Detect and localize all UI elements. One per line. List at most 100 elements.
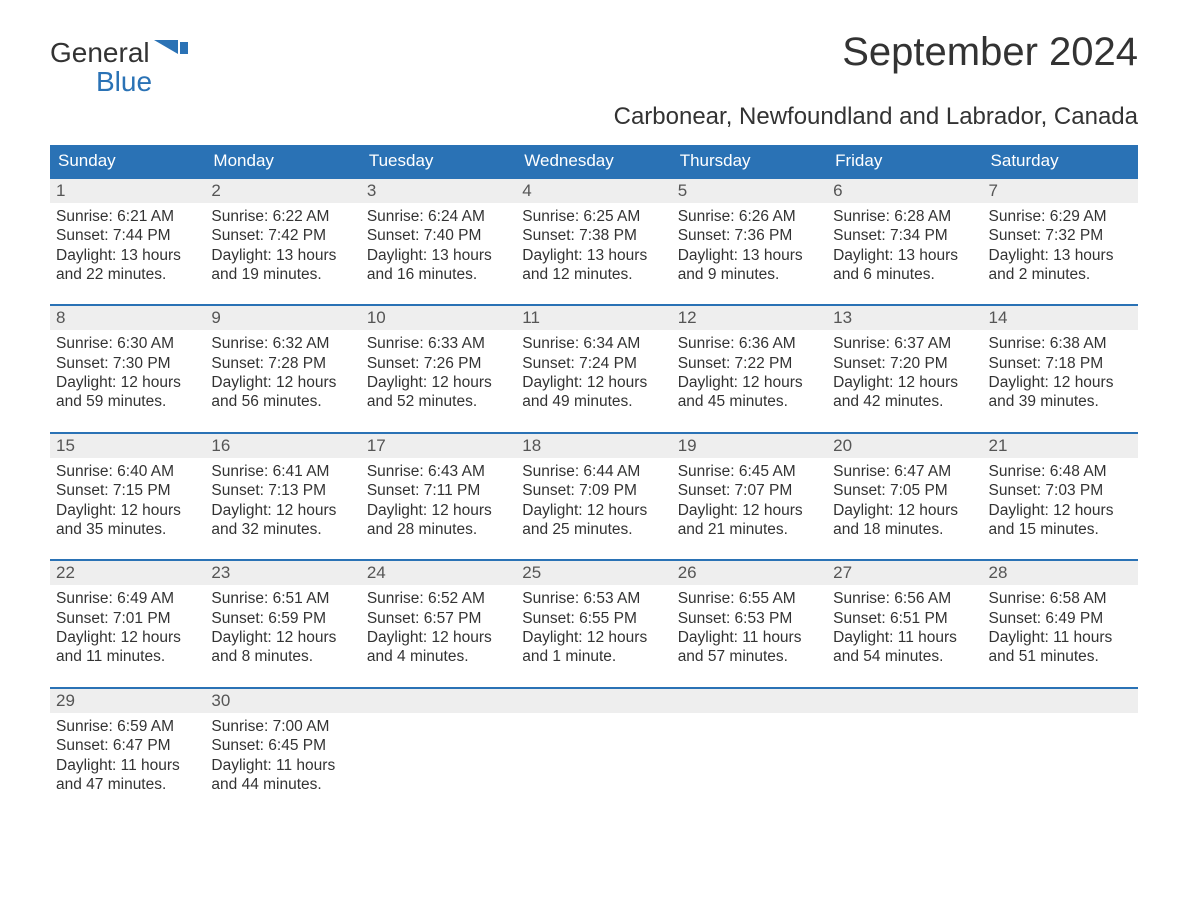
detail-line: Daylight: 13 hours xyxy=(56,246,199,265)
day-details: Sunrise: 6:53 AMSunset: 6:55 PMDaylight:… xyxy=(516,585,671,669)
detail-line: Sunset: 7:20 PM xyxy=(833,354,976,373)
detail-line: Daylight: 12 hours xyxy=(833,501,976,520)
detail-line: and 8 minutes. xyxy=(211,647,354,666)
detail-line: Sunset: 6:47 PM xyxy=(56,736,199,755)
detail-line: Daylight: 13 hours xyxy=(211,246,354,265)
detail-line: and 35 minutes. xyxy=(56,520,199,539)
detail-line: and 21 minutes. xyxy=(678,520,821,539)
day-details: Sunrise: 6:28 AMSunset: 7:34 PMDaylight:… xyxy=(827,203,982,287)
day-number: 11 xyxy=(516,306,671,330)
day-header: Saturday xyxy=(983,145,1138,177)
day-number: 23 xyxy=(205,561,360,585)
week-row: 8Sunrise: 6:30 AMSunset: 7:30 PMDaylight… xyxy=(50,304,1138,414)
day-cell xyxy=(983,689,1138,797)
detail-line: Sunrise: 6:36 AM xyxy=(678,334,821,353)
detail-line: Sunrise: 6:37 AM xyxy=(833,334,976,353)
day-details: Sunrise: 6:43 AMSunset: 7:11 PMDaylight:… xyxy=(361,458,516,542)
day-details: Sunrise: 6:49 AMSunset: 7:01 PMDaylight:… xyxy=(50,585,205,669)
day-header: Thursday xyxy=(672,145,827,177)
detail-line: Sunrise: 6:21 AM xyxy=(56,207,199,226)
day-number: 13 xyxy=(827,306,982,330)
detail-line: Daylight: 12 hours xyxy=(367,628,510,647)
day-header: Friday xyxy=(827,145,982,177)
detail-line: Sunrise: 6:45 AM xyxy=(678,462,821,481)
detail-line: and 32 minutes. xyxy=(211,520,354,539)
detail-line: Sunrise: 6:48 AM xyxy=(989,462,1132,481)
detail-line: and 25 minutes. xyxy=(522,520,665,539)
day-number: 9 xyxy=(205,306,360,330)
detail-line: Sunrise: 6:33 AM xyxy=(367,334,510,353)
day-cell: 11Sunrise: 6:34 AMSunset: 7:24 PMDayligh… xyxy=(516,306,671,414)
detail-line: Sunset: 6:57 PM xyxy=(367,609,510,628)
detail-line: and 11 minutes. xyxy=(56,647,199,666)
day-number: 10 xyxy=(361,306,516,330)
day-cell: 17Sunrise: 6:43 AMSunset: 7:11 PMDayligh… xyxy=(361,434,516,542)
detail-line: Daylight: 12 hours xyxy=(367,373,510,392)
day-details: Sunrise: 6:22 AMSunset: 7:42 PMDaylight:… xyxy=(205,203,360,287)
detail-line: Sunrise: 6:41 AM xyxy=(211,462,354,481)
detail-line: Sunrise: 6:22 AM xyxy=(211,207,354,226)
day-number: 4 xyxy=(516,179,671,203)
detail-line: Daylight: 13 hours xyxy=(989,246,1132,265)
detail-line: Sunset: 7:40 PM xyxy=(367,226,510,245)
detail-line: Sunrise: 6:52 AM xyxy=(367,589,510,608)
detail-line: Sunset: 7:38 PM xyxy=(522,226,665,245)
detail-line: Daylight: 11 hours xyxy=(678,628,821,647)
day-header: Sunday xyxy=(50,145,205,177)
day-number xyxy=(361,689,516,713)
day-number: 20 xyxy=(827,434,982,458)
day-details: Sunrise: 6:52 AMSunset: 6:57 PMDaylight:… xyxy=(361,585,516,669)
day-details: Sunrise: 6:40 AMSunset: 7:15 PMDaylight:… xyxy=(50,458,205,542)
day-number: 1 xyxy=(50,179,205,203)
detail-line: and 4 minutes. xyxy=(367,647,510,666)
detail-line: Sunset: 7:44 PM xyxy=(56,226,199,245)
day-cell xyxy=(827,689,982,797)
detail-line: Sunrise: 6:40 AM xyxy=(56,462,199,481)
detail-line: Sunset: 7:01 PM xyxy=(56,609,199,628)
detail-line: Daylight: 12 hours xyxy=(211,501,354,520)
detail-line: Sunset: 6:53 PM xyxy=(678,609,821,628)
day-number: 12 xyxy=(672,306,827,330)
week-row: 29Sunrise: 6:59 AMSunset: 6:47 PMDayligh… xyxy=(50,687,1138,797)
week-row: 15Sunrise: 6:40 AMSunset: 7:15 PMDayligh… xyxy=(50,432,1138,542)
detail-line: and 49 minutes. xyxy=(522,392,665,411)
day-cell: 16Sunrise: 6:41 AMSunset: 7:13 PMDayligh… xyxy=(205,434,360,542)
day-header-row: SundayMondayTuesdayWednesdayThursdayFrid… xyxy=(50,145,1138,177)
day-cell: 13Sunrise: 6:37 AMSunset: 7:20 PMDayligh… xyxy=(827,306,982,414)
flag-icon xyxy=(154,38,188,67)
day-number: 2 xyxy=(205,179,360,203)
detail-line: Sunset: 7:26 PM xyxy=(367,354,510,373)
logo-word1: General xyxy=(50,38,150,67)
day-cell: 25Sunrise: 6:53 AMSunset: 6:55 PMDayligh… xyxy=(516,561,671,669)
detail-line: and 19 minutes. xyxy=(211,265,354,284)
detail-line: Sunset: 7:32 PM xyxy=(989,226,1132,245)
day-cell: 18Sunrise: 6:44 AMSunset: 7:09 PMDayligh… xyxy=(516,434,671,542)
day-details: Sunrise: 6:25 AMSunset: 7:38 PMDaylight:… xyxy=(516,203,671,287)
day-details: Sunrise: 6:34 AMSunset: 7:24 PMDaylight:… xyxy=(516,330,671,414)
week-row: 1Sunrise: 6:21 AMSunset: 7:44 PMDaylight… xyxy=(50,177,1138,287)
day-number: 17 xyxy=(361,434,516,458)
detail-line: Daylight: 12 hours xyxy=(522,628,665,647)
day-cell: 2Sunrise: 6:22 AMSunset: 7:42 PMDaylight… xyxy=(205,179,360,287)
detail-line: Daylight: 12 hours xyxy=(367,501,510,520)
detail-line: Sunset: 6:59 PM xyxy=(211,609,354,628)
detail-line: Daylight: 12 hours xyxy=(678,373,821,392)
detail-line: Daylight: 11 hours xyxy=(833,628,976,647)
detail-line: and 9 minutes. xyxy=(678,265,821,284)
day-cell xyxy=(361,689,516,797)
detail-line: and 59 minutes. xyxy=(56,392,199,411)
day-number: 28 xyxy=(983,561,1138,585)
detail-line: and 6 minutes. xyxy=(833,265,976,284)
detail-line: and 51 minutes. xyxy=(989,647,1132,666)
day-details: Sunrise: 6:47 AMSunset: 7:05 PMDaylight:… xyxy=(827,458,982,542)
detail-line: and 42 minutes. xyxy=(833,392,976,411)
day-cell: 8Sunrise: 6:30 AMSunset: 7:30 PMDaylight… xyxy=(50,306,205,414)
detail-line: Sunrise: 6:38 AM xyxy=(989,334,1132,353)
day-details: Sunrise: 6:30 AMSunset: 7:30 PMDaylight:… xyxy=(50,330,205,414)
day-details: Sunrise: 6:48 AMSunset: 7:03 PMDaylight:… xyxy=(983,458,1138,542)
detail-line: Daylight: 12 hours xyxy=(56,373,199,392)
detail-line: and 22 minutes. xyxy=(56,265,199,284)
day-number: 19 xyxy=(672,434,827,458)
detail-line: Daylight: 13 hours xyxy=(833,246,976,265)
day-cell xyxy=(516,689,671,797)
